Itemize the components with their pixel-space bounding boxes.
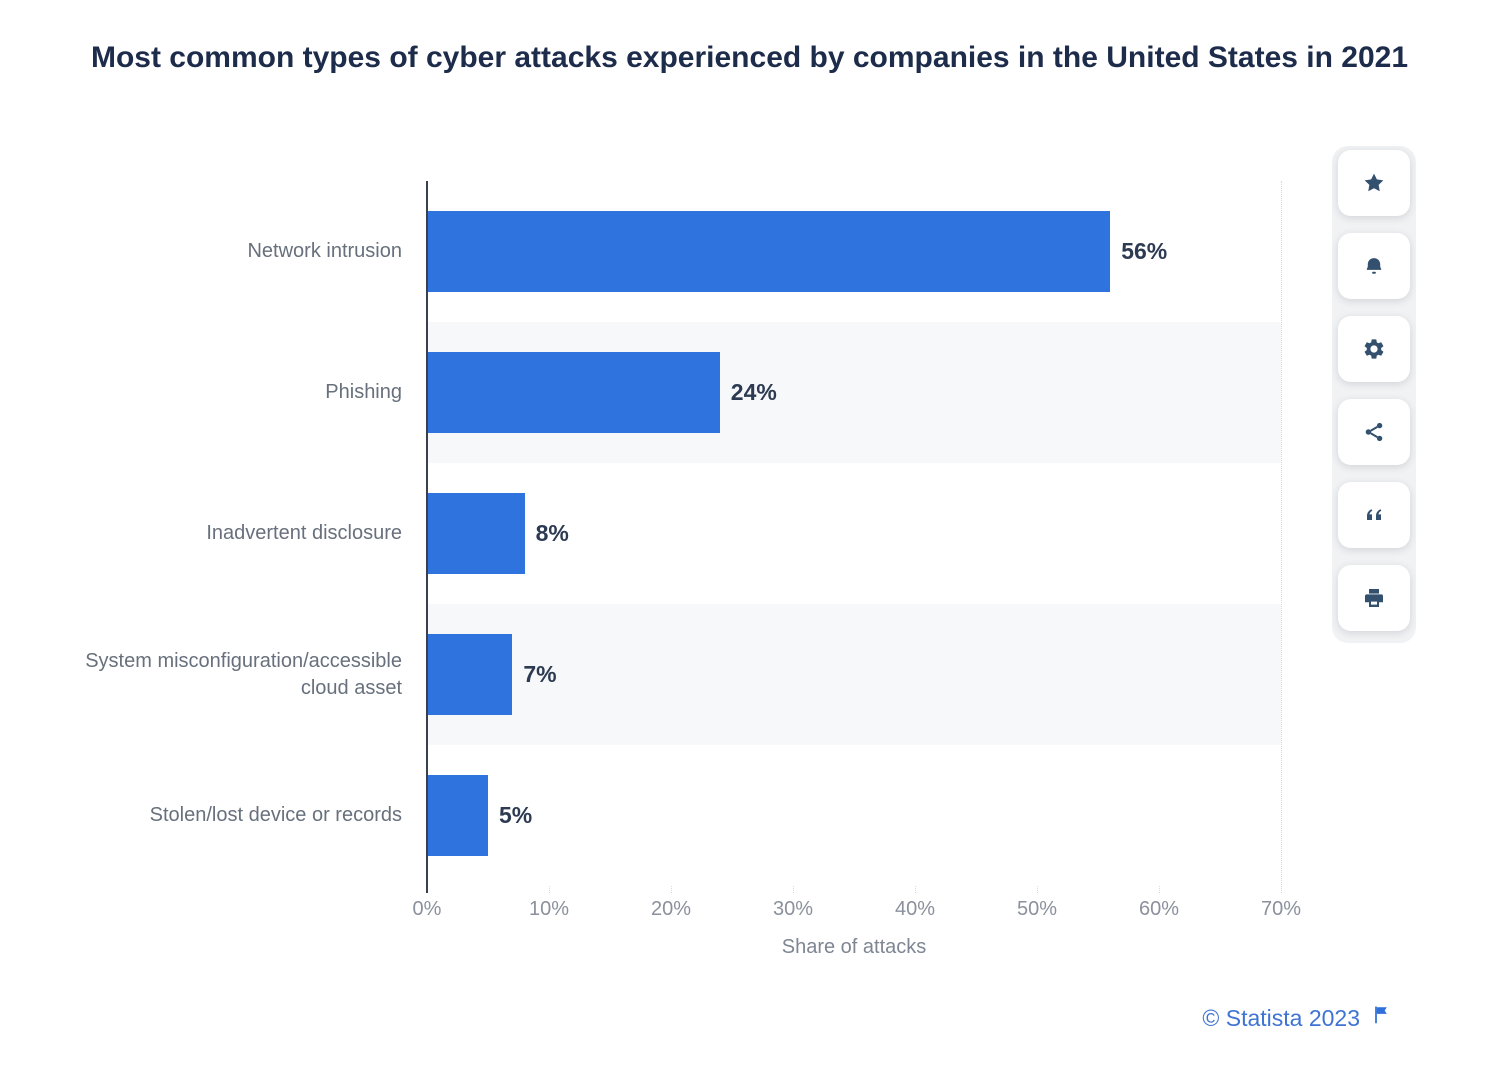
share-icon	[1362, 420, 1386, 444]
quote-icon	[1362, 503, 1386, 527]
gridline	[1281, 181, 1282, 893]
x-tick-labels: 0% 10% 20% 30% 40% 50% 60% 70%	[413, 898, 1301, 924]
chart-title: Most common types of cyber attacks exper…	[90, 41, 1409, 74]
star-icon	[1362, 171, 1386, 195]
bell-icon	[1362, 254, 1386, 278]
bar-row: 24%	[427, 322, 1281, 463]
category-label: Inadvertent disclosure	[206, 522, 402, 544]
x-tick-label: 10%	[528, 898, 570, 920]
bar[interactable]	[427, 493, 525, 574]
print-button[interactable]	[1338, 565, 1410, 631]
y-axis-line	[426, 181, 428, 893]
x-tick-label: 40%	[894, 898, 936, 920]
bar[interactable]	[427, 634, 513, 715]
alerts-button[interactable]	[1338, 233, 1410, 299]
x-tick-label: 30%	[772, 898, 814, 920]
plot-area: 56% 24% 8% 7% 5% 0% 10% 20% 30% 40% 50% 60% 70% Sha…	[413, 181, 1301, 958]
gear-icon	[1362, 337, 1386, 361]
category-label: Network intrusion	[247, 240, 402, 262]
x-tick-label: 20%	[650, 898, 692, 920]
toolbar-background	[1332, 146, 1416, 643]
chart-toolbar	[1338, 150, 1410, 631]
bar-row: 56%	[427, 181, 1281, 322]
x-tick-label: 0%	[412, 898, 442, 920]
x-tick-label: 70%	[1260, 898, 1302, 920]
bar-row: 8%	[427, 463, 1281, 604]
flag-icon	[1370, 1004, 1392, 1032]
value-label: 24%	[730, 379, 777, 405]
value-label: 7%	[523, 661, 557, 687]
value-label: 56%	[1121, 238, 1168, 264]
value-label: 8%	[535, 520, 569, 546]
bar[interactable]	[427, 211, 1111, 292]
bar[interactable]	[427, 775, 488, 856]
value-label: 5%	[499, 802, 533, 828]
share-button[interactable]	[1338, 399, 1410, 465]
cite-button[interactable]	[1338, 482, 1410, 548]
copyright-text: © Statista 2023	[1202, 1004, 1360, 1031]
favorite-button[interactable]	[1338, 150, 1410, 216]
settings-button[interactable]	[1338, 316, 1410, 382]
bar-row: 5%	[427, 745, 1281, 886]
category-label: Phishing	[325, 381, 402, 403]
bar[interactable]	[427, 352, 720, 433]
bar-row: 7%	[427, 604, 1281, 745]
category-label: Stolen/lost device or records	[149, 804, 402, 826]
x-tick-label: 50%	[1016, 898, 1058, 920]
statista-copyright-link[interactable]: © Statista 2023	[1202, 1004, 1392, 1032]
x-axis-label: Share of attacks	[781, 936, 927, 958]
category-label: System misconfiguration/accessible cloud…	[85, 649, 402, 699]
category-labels: Network intrusion Phishing Inadvertent dis…	[40, 181, 402, 886]
plot-rows: 56% 24% 8% 7% 5%	[427, 181, 1281, 886]
x-tick-label: 60%	[1138, 898, 1180, 920]
printer-icon	[1362, 586, 1386, 610]
